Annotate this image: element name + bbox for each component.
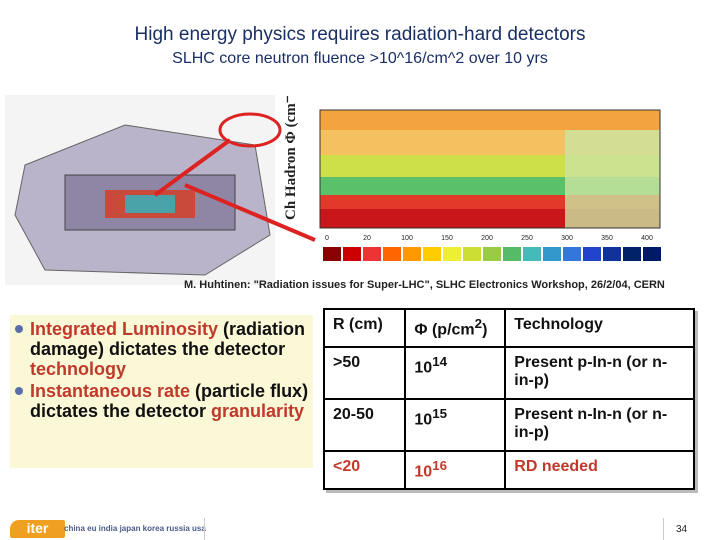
page-number: 34 [676, 524, 688, 535]
color-swatch [463, 247, 481, 261]
text: (radiation damage) dictates the detector [30, 319, 306, 359]
caption: M. Huhtinen: "Radiation issues for Super… [184, 279, 665, 291]
color-swatch [403, 247, 421, 261]
bullet: Integrated Luminosity (radiation damage)… [15, 319, 313, 379]
color-swatch [543, 247, 561, 261]
cell: 1015 [404, 397, 507, 452]
bullet-list: Integrated Luminosity (radiation damage)… [10, 319, 313, 421]
color-swatch [323, 247, 341, 261]
bullet: Instantaneous rate (particle flux) dicta… [15, 381, 313, 421]
divider [663, 518, 664, 540]
cell: Present n-In-n (or n-in-p) [504, 397, 695, 452]
emphasis: Integrated Luminosity [30, 319, 219, 339]
x-tick-label: 0 [325, 235, 329, 242]
color-swatch [603, 247, 621, 261]
text: ) [482, 321, 488, 339]
x-tick-label: 400 [641, 235, 653, 242]
members: china eu india japan korea russia usa [64, 524, 206, 533]
row: 20-50 1015 Present n-In-n (or n-in-p) [322, 397, 695, 452]
emphasis: granularity [211, 401, 305, 421]
color-swatch [583, 247, 601, 261]
color-swatch [563, 247, 581, 261]
color-swatch [503, 247, 521, 261]
divider [204, 518, 205, 540]
exponent: 15 [432, 405, 448, 421]
table-wrap: R (cm) Φ (p/cm2) Technology >50 1014 Prese… [322, 307, 695, 490]
header-row: R (cm) Φ (p/cm2) Technology [322, 307, 695, 349]
subtitle: SLHC core neutron fluence >10^16/cm^2 ov… [172, 50, 548, 67]
cell: 1016 [404, 449, 507, 490]
cell: <20 [322, 449, 407, 490]
footer: iter china eu india japan korea russia u… [0, 518, 720, 540]
header-cell: Technology [504, 307, 695, 349]
cell: RD needed [504, 449, 695, 490]
text: (particle flux) dictates the detector [30, 381, 309, 421]
row: >50 1014 Present p-In-n (or n-in-p) [322, 346, 695, 400]
emphasis: Instantaneous rate [30, 381, 191, 401]
x-tick-label: 20 [363, 235, 371, 242]
detector-drawing [14, 112, 316, 276]
color-swatch [363, 247, 381, 261]
base: 10 [414, 462, 433, 480]
color-swatch [423, 247, 441, 261]
fluence-map [319, 109, 661, 261]
cell: 20-50 [322, 397, 407, 452]
x-tick-label: 100 [401, 235, 413, 242]
axis-label: Ch Hadron Φ (cm⁻²) [283, 95, 299, 220]
cell: 1014 [404, 346, 507, 400]
exponent: 16 [432, 457, 448, 473]
logo: iter [10, 520, 65, 538]
text: Φ (p/cm [414, 321, 475, 339]
header-cell: Φ (p/cm2) [404, 307, 507, 349]
color-swatch [483, 247, 501, 261]
header-cell: R (cm) [322, 307, 407, 349]
bullet-box: Integrated Luminosity (radiation damage)… [10, 315, 313, 468]
color-swatch [523, 247, 541, 261]
cell: >50 [322, 346, 407, 400]
color-swatch [343, 247, 361, 261]
table: R (cm) Φ (p/cm2) Technology >50 1014 Prese… [322, 307, 695, 490]
title: High energy physics requires radiation-h… [134, 24, 586, 45]
x-tick-label: 300 [561, 235, 573, 242]
x-tick-label: 150 [441, 235, 453, 242]
exponent: 14 [432, 354, 448, 370]
color-swatch [643, 247, 661, 261]
color-swatch [443, 247, 461, 261]
row: <20 1016 RD needed [322, 449, 695, 490]
color-swatch [383, 247, 401, 261]
cell: Present p-In-n (or n-in-p) [504, 346, 695, 400]
x-tick-label: 250 [521, 235, 533, 242]
base: 10 [414, 359, 433, 377]
base: 10 [414, 411, 433, 429]
emphasis: technology [30, 359, 127, 379]
x-tick-label: 350 [601, 235, 613, 242]
sup: 2 [474, 316, 483, 331]
figure: Ch Hadron Φ (cm⁻²) 0 20 100 150 200 250 300 350… [5, 95, 661, 285]
x-tick-label: 200 [481, 235, 493, 242]
color-swatch [623, 247, 641, 261]
